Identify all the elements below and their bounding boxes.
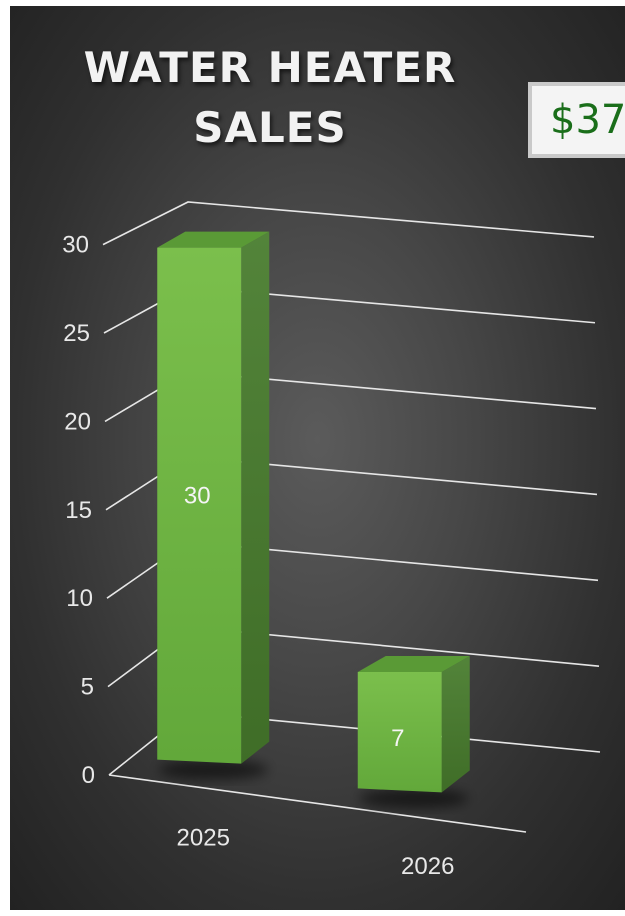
gridline-30 <box>102 201 595 246</box>
x-category-label-2025: 2025 <box>177 824 230 851</box>
bar-side-2025 <box>241 231 270 764</box>
x-category-label-2026: 2026 <box>401 853 454 880</box>
y-tick-label-30: 30 <box>62 232 89 259</box>
y-tick-label-0: 0 <box>82 762 95 789</box>
floor-front-edge <box>108 774 527 833</box>
y-tick-label-25: 25 <box>63 320 90 347</box>
y-tick-label-20: 20 <box>64 408 91 435</box>
bar-top-2026 <box>357 656 470 673</box>
data-label-2025: 30 <box>184 483 211 510</box>
data-label-2026: 7 <box>391 725 404 752</box>
bar-side-2026 <box>441 656 470 793</box>
axes <box>108 774 527 833</box>
chart-title-line-1: WATER HEATER <box>83 43 457 92</box>
y-tick-label-15: 15 <box>65 497 92 524</box>
bar-shadow-2025 <box>158 759 268 780</box>
bar-shadow-2026 <box>359 788 469 809</box>
bar-front-2026 <box>357 672 442 793</box>
bar-2025 <box>157 231 270 780</box>
chart-panel: WATER HEATER SALES 0 5 10 15 20 25 30 30 2025 7 20… <box>10 6 625 910</box>
bar-2026 <box>357 656 470 809</box>
bar-top-2025 <box>157 231 270 248</box>
total-badge: $37 <box>528 82 625 158</box>
chart-title-line-2: SALES <box>193 103 347 152</box>
chart-title: WATER HEATER SALES <box>10 38 530 158</box>
bar-front-2025 <box>157 247 242 764</box>
bars <box>157 231 470 809</box>
y-tick-label-5: 5 <box>81 674 94 701</box>
y-tick-label-10: 10 <box>66 585 93 612</box>
